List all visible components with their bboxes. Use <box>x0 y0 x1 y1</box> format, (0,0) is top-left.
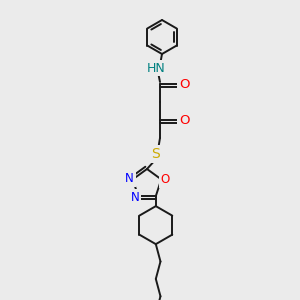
Text: S: S <box>151 147 159 161</box>
Text: HN: HN <box>147 61 165 74</box>
Text: O: O <box>179 113 189 127</box>
Text: N: N <box>125 172 134 185</box>
Text: O: O <box>179 77 189 91</box>
Text: N: N <box>131 190 140 204</box>
Text: O: O <box>160 173 170 186</box>
